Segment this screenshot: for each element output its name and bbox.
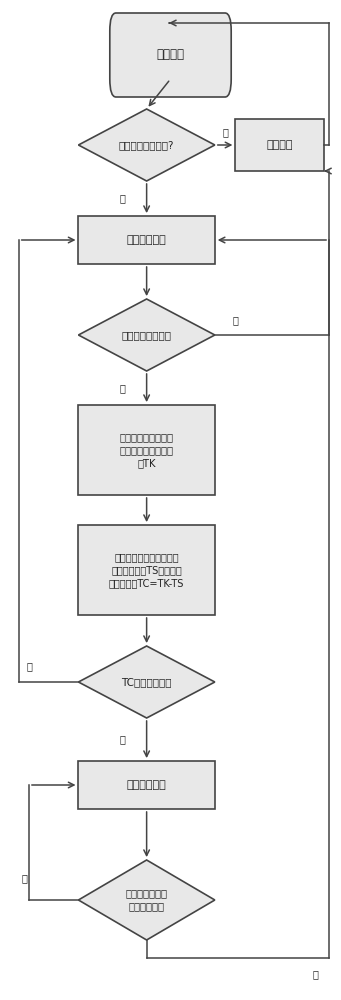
Polygon shape [78,299,215,371]
Text: 是: 是 [120,734,126,744]
Text: 根据低压压力和回风
温度计算实时蒸发温
差TK: 根据低压压力和回风 温度计算实时蒸发温 差TK [120,432,174,468]
Text: 到达除霜时长或
除霜终止温度: 到达除霜时长或 除霜终止温度 [125,888,168,912]
Text: 是: 是 [120,383,126,393]
Text: TC是否超过阈值: TC是否超过阈值 [121,677,172,687]
Text: 到达库温启动温度?: 到达库温启动温度? [119,140,174,150]
Text: 待机模式: 待机模式 [266,140,293,150]
Text: 进入制冷状态: 进入制冷状态 [127,235,166,245]
FancyBboxPatch shape [235,119,324,171]
Polygon shape [78,646,215,718]
Polygon shape [78,109,215,181]
Text: 否: 否 [222,127,228,137]
Text: 读表获取当前回风温度下
系统蒸发温度TS，计算蒸
发温差差值TC=TK-TS: 读表获取当前回风温度下 系统蒸发温度TS，计算蒸 发温差差值TC=TK-TS [109,552,184,588]
Text: 否: 否 [27,661,33,671]
Text: 是: 是 [232,315,238,325]
FancyBboxPatch shape [78,216,215,264]
Text: 否: 否 [21,873,27,883]
Polygon shape [78,860,215,940]
FancyBboxPatch shape [78,525,215,615]
Text: 进入除霜状态: 进入除霜状态 [127,780,166,790]
Text: 是: 是 [120,194,126,204]
FancyBboxPatch shape [78,761,215,809]
FancyBboxPatch shape [110,13,231,97]
Text: 到达低温待机温度: 到达低温待机温度 [122,330,172,340]
Text: 是: 是 [313,969,319,979]
FancyBboxPatch shape [78,405,215,495]
Text: 系统开机: 系统开机 [157,48,184,62]
